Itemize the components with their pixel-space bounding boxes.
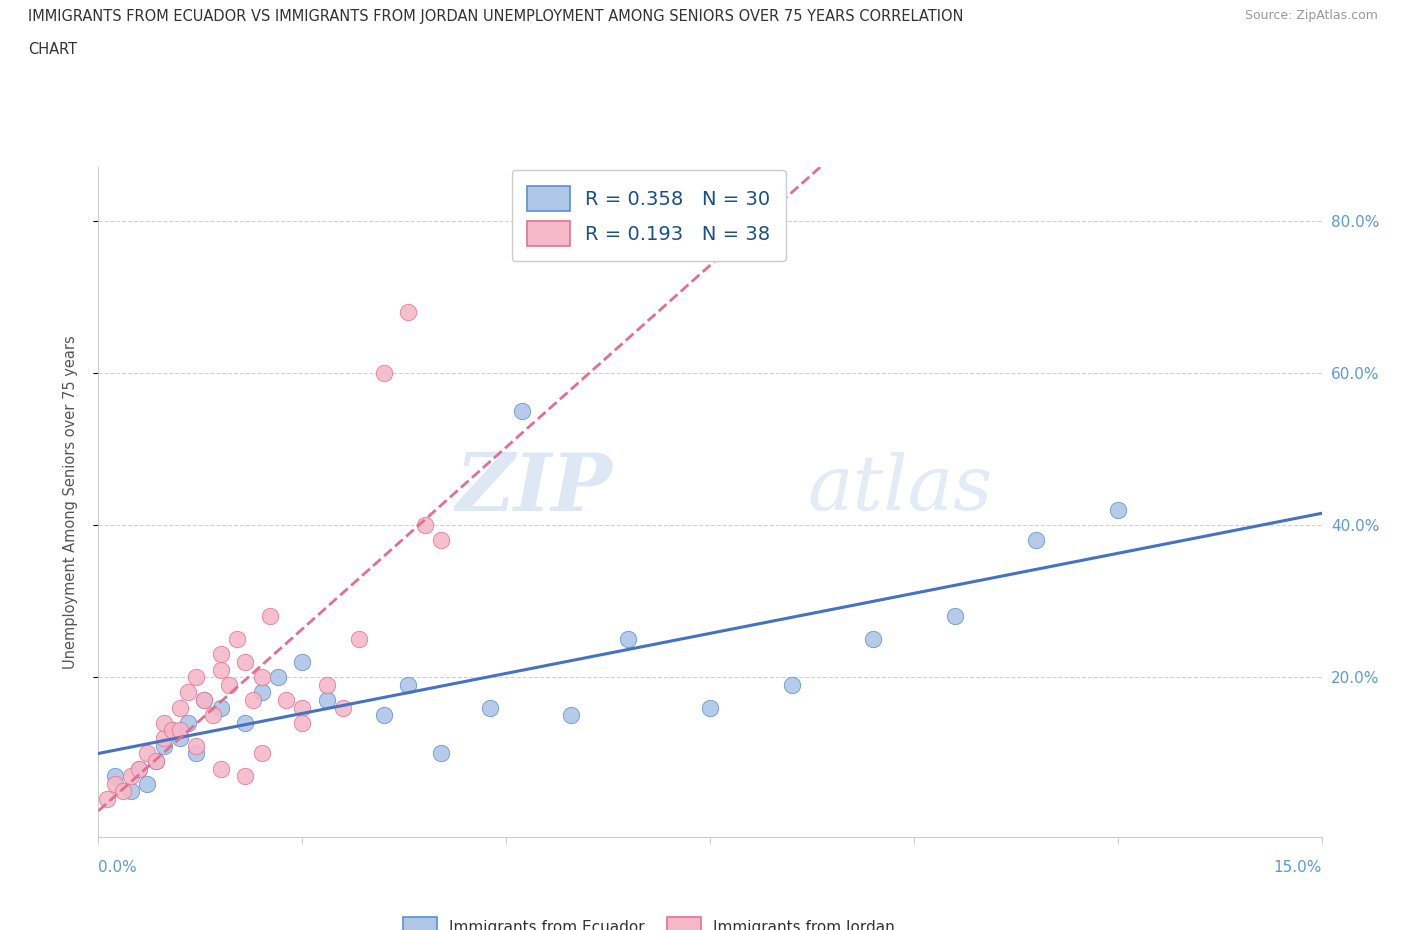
Point [128, 761, 150, 776]
Point [242, 693, 264, 708]
Point [169, 723, 191, 737]
Point [145, 753, 167, 768]
Point [177, 685, 200, 700]
Point [226, 631, 249, 646]
Point [177, 715, 200, 730]
Point [160, 723, 183, 737]
Text: 0.0%: 0.0% [98, 860, 138, 875]
Point [111, 784, 134, 799]
Point [617, 631, 640, 646]
Point [186, 738, 208, 753]
Point [373, 708, 395, 723]
Point [430, 533, 453, 548]
Point [233, 769, 256, 784]
Point [780, 677, 803, 692]
Point [193, 693, 215, 708]
Point [136, 746, 159, 761]
Point [186, 746, 208, 761]
Y-axis label: Unemployment Among Seniors over 75 years: Unemployment Among Seniors over 75 years [63, 336, 77, 669]
Point [332, 700, 354, 715]
Point [315, 677, 337, 692]
Text: 15.0%: 15.0% [1274, 860, 1322, 875]
Point [104, 777, 127, 791]
Point [120, 784, 142, 799]
Point [943, 609, 966, 624]
Point [193, 693, 215, 708]
Point [233, 715, 256, 730]
Point [478, 700, 501, 715]
Point [862, 631, 884, 646]
Point [413, 518, 436, 533]
Point [120, 769, 142, 784]
Point [259, 609, 281, 624]
Point [699, 700, 721, 715]
Point [169, 700, 191, 715]
Point [291, 655, 314, 670]
Point [250, 685, 273, 700]
Point [152, 715, 174, 730]
Point [209, 700, 232, 715]
Point [96, 791, 118, 806]
Point [560, 708, 582, 723]
Point [430, 746, 453, 761]
Point [209, 761, 232, 776]
Point [160, 723, 183, 737]
Point [152, 738, 174, 753]
Text: ZIP: ZIP [456, 450, 612, 527]
Point [218, 677, 240, 692]
Point [128, 761, 150, 776]
Point [1107, 502, 1129, 517]
Point [512, 404, 534, 418]
Point [291, 700, 314, 715]
Point [274, 693, 297, 708]
Point [250, 746, 273, 761]
Point [145, 753, 167, 768]
Point [136, 777, 159, 791]
Point [291, 715, 314, 730]
Point [267, 670, 290, 684]
Point [186, 670, 208, 684]
Text: CHART: CHART [28, 42, 77, 57]
Point [169, 731, 191, 746]
Point [396, 677, 419, 692]
Point [233, 655, 256, 670]
Text: atlas: atlas [808, 452, 993, 525]
Point [201, 708, 224, 723]
Point [396, 304, 419, 319]
Point [152, 731, 174, 746]
Point [209, 647, 232, 662]
Point [104, 769, 127, 784]
Legend: Immigrants from Ecuador, Immigrants from Jordan: Immigrants from Ecuador, Immigrants from… [396, 911, 901, 930]
Text: IMMIGRANTS FROM ECUADOR VS IMMIGRANTS FROM JORDAN UNEMPLOYMENT AMONG SENIORS OVE: IMMIGRANTS FROM ECUADOR VS IMMIGRANTS FR… [28, 9, 963, 24]
Point [250, 670, 273, 684]
Point [1025, 533, 1047, 548]
Point [373, 365, 395, 380]
Point [349, 631, 371, 646]
Text: Source: ZipAtlas.com: Source: ZipAtlas.com [1244, 9, 1378, 22]
Point [209, 662, 232, 677]
Point [315, 693, 337, 708]
